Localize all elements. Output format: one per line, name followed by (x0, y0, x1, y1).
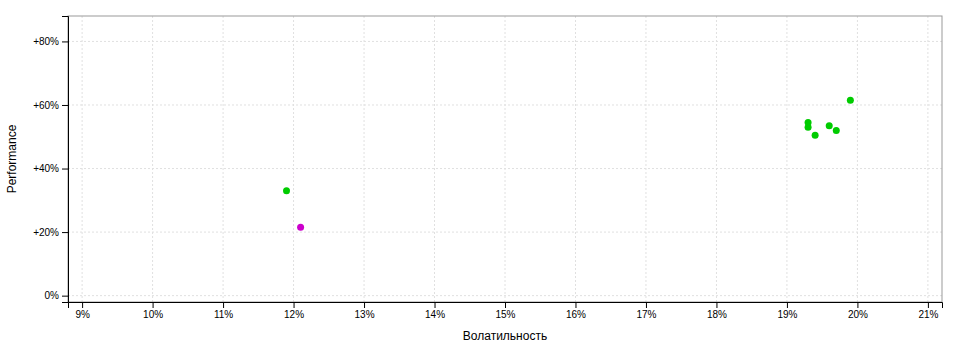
x-grid-line (82, 16, 83, 302)
x-tick: 17% (636, 302, 656, 320)
x-grid-line (645, 16, 646, 302)
x-grid-line (152, 16, 153, 302)
x-tick: 20% (848, 302, 868, 320)
series (297, 224, 304, 231)
x-tick-label: 15% (495, 309, 515, 320)
y-tick-label: +40% (33, 163, 59, 174)
x-grid-line (857, 16, 858, 302)
x-grid-line (364, 16, 365, 302)
y-axis: 0% +20% +40% +60% +80% (33, 17, 68, 303)
plot-frame (68, 16, 942, 302)
x-tick-mark (716, 302, 717, 308)
y-axis-title: Performance (5, 124, 19, 193)
x-tick-mark (82, 302, 83, 308)
y-axis-line (62, 17, 69, 303)
x-tick-mark (928, 302, 929, 308)
x-tick-mark (364, 302, 365, 308)
x-tick-label: 18% (707, 309, 727, 320)
plot: 9% 10% 11% 12% 13% 14% 15% 16% 17% 18% 19% 20% 21% 0%… (33, 16, 942, 320)
y-tick-label: +60% (33, 100, 59, 111)
x-tick-label: 10% (143, 309, 163, 320)
x-tick-mark (435, 302, 436, 308)
x-grid-line (293, 16, 294, 302)
point (805, 124, 812, 131)
x-grid-line (927, 16, 928, 302)
x-tick-mark (857, 302, 858, 308)
x-tick: 11% (214, 302, 233, 320)
point (833, 127, 840, 134)
y-grid-line (68, 168, 942, 169)
x-tick-label: 11% (214, 309, 233, 320)
series (283, 97, 854, 195)
y-tick-mark (62, 232, 68, 233)
x-tick-mark (294, 302, 295, 308)
x-tick-label: 17% (636, 309, 656, 320)
y-tick: +20% (33, 227, 68, 238)
x-tick: 19% (777, 302, 797, 320)
x-tick: 9% (75, 302, 90, 320)
y-tick-mark (62, 296, 68, 297)
x-tick: 13% (355, 302, 375, 320)
grid (68, 16, 942, 302)
x-tick-label: 20% (848, 309, 868, 320)
point (826, 122, 833, 129)
x-tick-label: 12% (284, 309, 304, 320)
x-tick-label: 14% (425, 309, 445, 320)
x-tick: 16% (566, 302, 586, 320)
y-tick-label: +20% (33, 227, 59, 238)
x-grid-line (575, 16, 576, 302)
x-axis-title: Волатильность (463, 329, 547, 343)
point (847, 97, 854, 104)
y-tick-mark (62, 169, 68, 170)
x-grid-line (434, 16, 435, 302)
y-tick-mark (62, 41, 68, 42)
x-tick: 12% (284, 302, 304, 320)
chart: 9% 10% 11% 12% 13% 14% 15% 16% 17% 18% 19% 20% 21% 0%… (0, 0, 966, 350)
y-tick: +60% (33, 100, 68, 111)
y-grid-line (68, 232, 942, 233)
x-tick-mark (153, 302, 154, 308)
x-axis: 9% 10% 11% 12% 13% 14% 15% 16% 17% 18% 19% 20% 21% (69, 302, 943, 320)
x-tick: 21% (918, 302, 938, 320)
point (812, 132, 819, 139)
x-tick-mark (646, 302, 647, 308)
points (283, 97, 854, 231)
y-tick-mark (62, 105, 68, 106)
x-tick-mark (575, 302, 576, 308)
x-tick-label: 19% (777, 309, 797, 320)
y-tick-label: 0% (45, 290, 60, 301)
y-tick: +80% (33, 36, 68, 47)
y-grid-line (68, 295, 942, 296)
x-tick-label: 16% (566, 309, 586, 320)
x-tick-mark (223, 302, 224, 308)
y-grid-line (68, 41, 942, 42)
y-grid-line (68, 104, 942, 105)
y-tick-label: +80% (33, 36, 59, 47)
x-grid-line (716, 16, 717, 302)
point (297, 224, 304, 231)
x-tick-mark (787, 302, 788, 308)
y-tick: +40% (33, 163, 68, 174)
x-grid-line (223, 16, 224, 302)
x-grid-line (505, 16, 506, 302)
x-tick-mark (505, 302, 506, 308)
x-tick: 15% (495, 302, 515, 320)
x-tick: 10% (143, 302, 163, 320)
x-tick-label: 9% (75, 309, 90, 320)
x-tick: 18% (707, 302, 727, 320)
x-tick-label: 13% (355, 309, 375, 320)
x-axis-line (69, 303, 943, 309)
x-tick: 14% (425, 302, 445, 320)
x-tick-label: 21% (918, 309, 938, 320)
point (283, 187, 290, 194)
y-tick: 0% (45, 290, 68, 301)
x-grid-line (786, 16, 787, 302)
